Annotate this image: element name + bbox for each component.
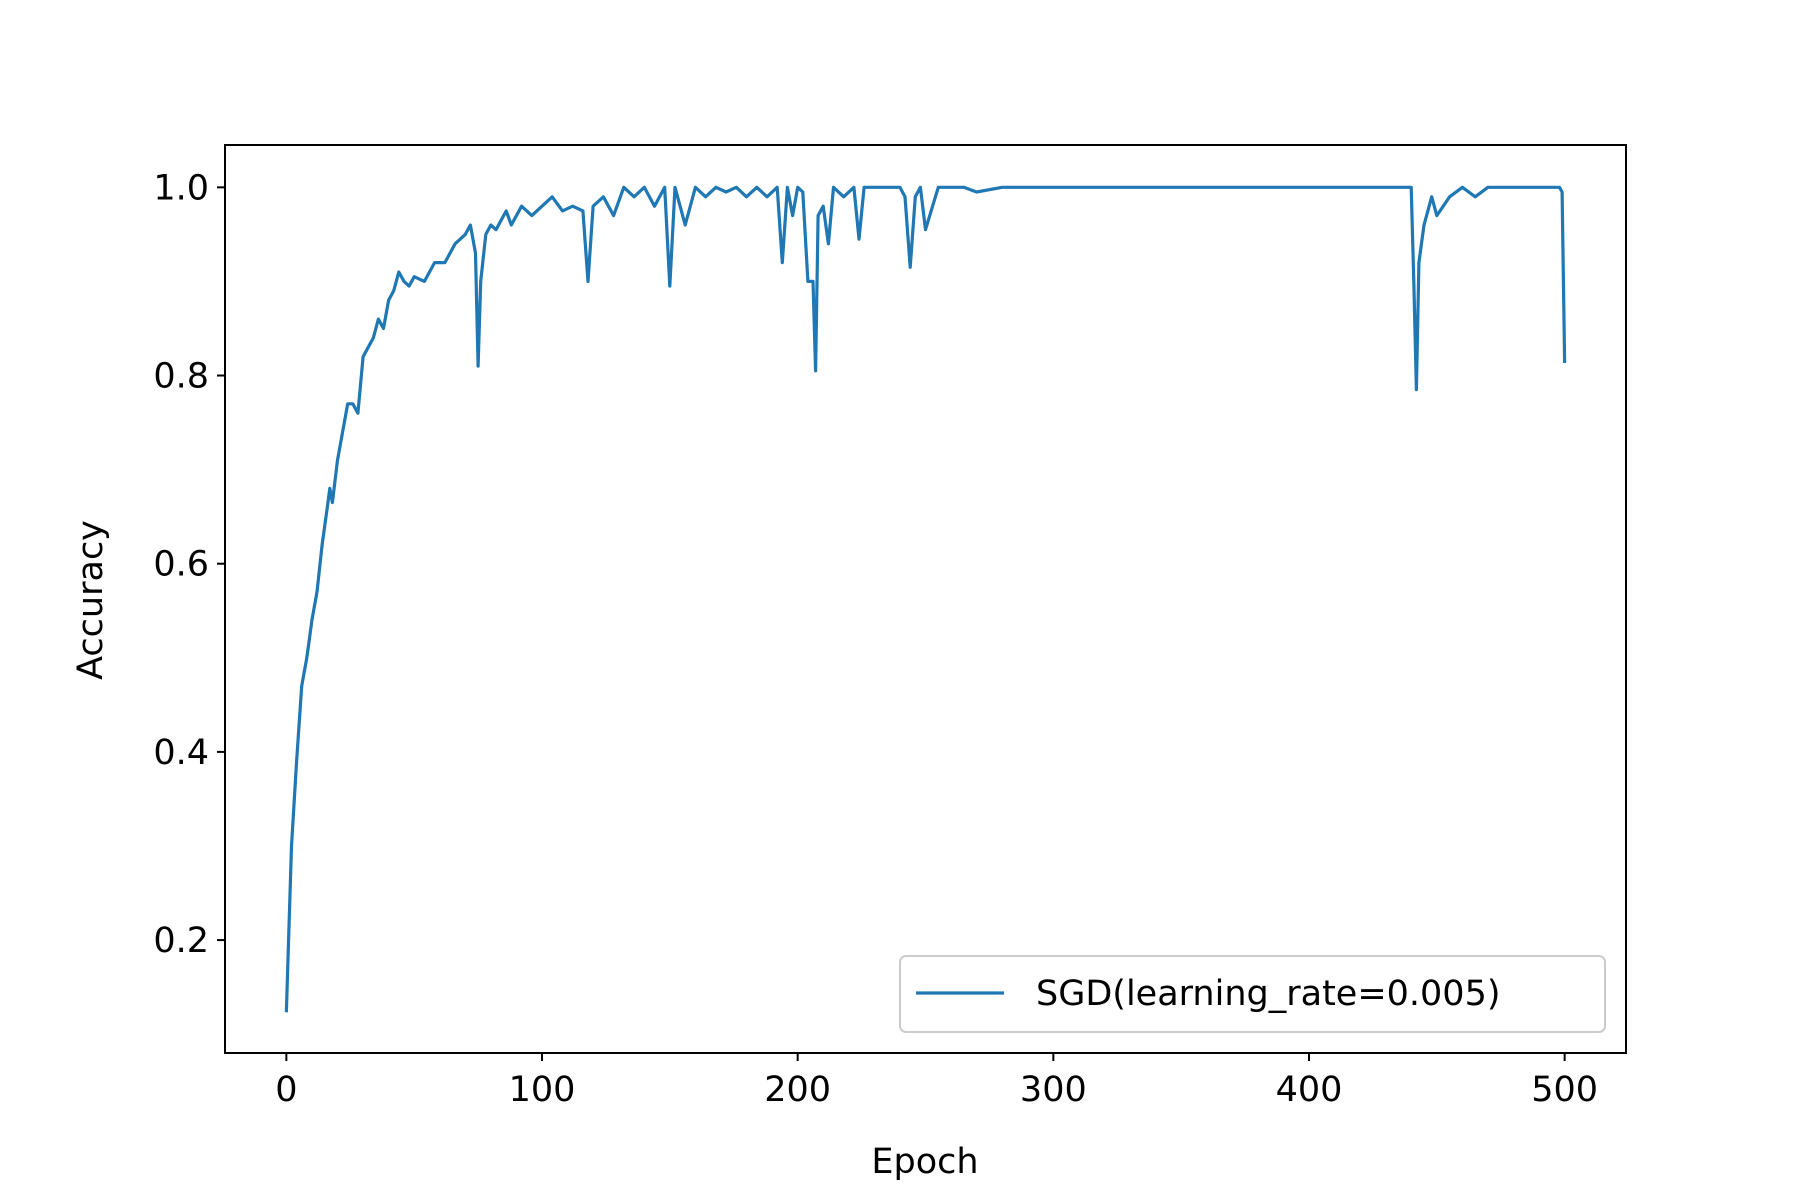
y-axis-label: Accuracy: [71, 520, 111, 680]
plot-area: [284, 185, 1567, 1013]
y-tick-label: 0.2: [153, 921, 209, 961]
series-line-sgd: [284, 185, 1567, 1013]
x-tick-label: 500: [1531, 1070, 1598, 1110]
legend-box: [899, 955, 1606, 1033]
legend-label-sgd: SGD(learning_rate=0.005): [1036, 974, 1501, 1014]
y-tick-label: 0.8: [153, 357, 209, 397]
x-axis: 0 100 200 300 400 500: [275, 1053, 1598, 1110]
y-axis: 0.2 0.4 0.6 0.8 1.0: [153, 168, 225, 961]
x-tick-label: 400: [1276, 1070, 1343, 1110]
legend: SGD(learning_rate=0.005): [899, 955, 1606, 1033]
x-tick-label: 0: [275, 1070, 297, 1110]
x-tick-label: 300: [1020, 1070, 1087, 1110]
y-tick-label: 0.4: [153, 733, 209, 773]
y-tick-label: 0.6: [153, 545, 209, 585]
axes-frame: [224, 144, 1627, 1054]
x-tick-label: 100: [509, 1070, 576, 1110]
y-tick-label: 1.0: [153, 168, 209, 208]
x-axis-label: Epoch: [871, 1142, 978, 1182]
x-tick-label: 200: [764, 1070, 831, 1110]
